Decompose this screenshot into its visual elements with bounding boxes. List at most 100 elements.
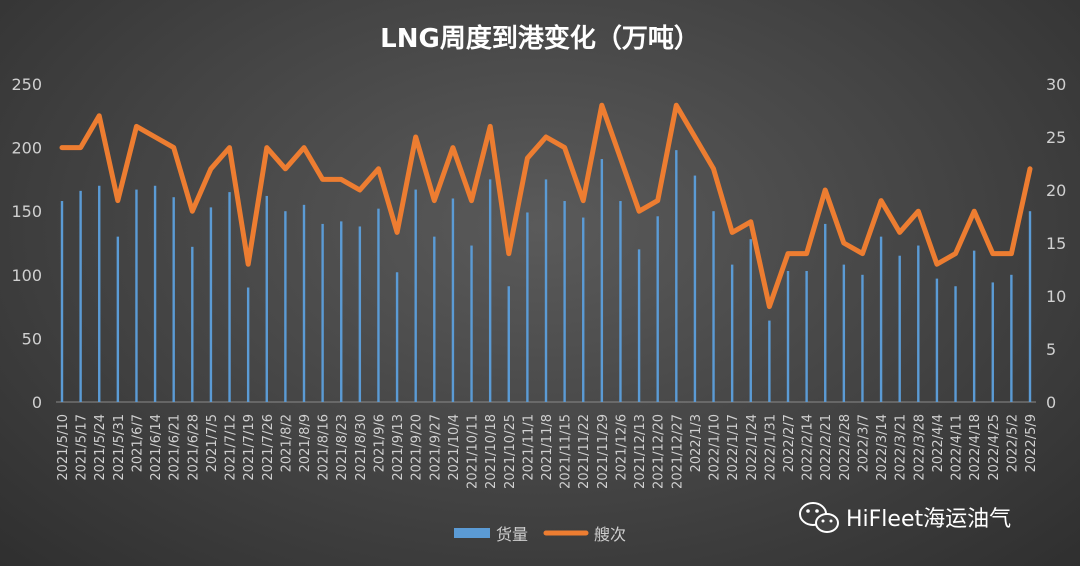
- x-tick-label: 2021/10/18: [484, 414, 499, 489]
- x-tick-label: 2022/1/31: [763, 414, 778, 481]
- bar: [116, 236, 120, 402]
- x-tick-label: 2021/8/9: [298, 414, 313, 472]
- y-left-tick-label: 250: [11, 75, 42, 94]
- bar: [675, 150, 678, 402]
- x-tick-label: 2021/7/26: [261, 414, 276, 481]
- bar: [265, 195, 268, 402]
- x-tick-label: 2021/11/22: [577, 414, 592, 489]
- watermark: HiFleet海运油气: [799, 502, 1011, 533]
- x-tick-label: 2021/10/11: [466, 414, 481, 489]
- x-tick-label: 2022/2/21: [819, 414, 834, 481]
- x-tick-label: 2021/6/14: [149, 414, 164, 481]
- bar: [470, 245, 473, 402]
- bar: [302, 204, 306, 402]
- bar: [1028, 211, 1032, 402]
- x-tick-label: 2021/6/21: [168, 414, 183, 481]
- y-right-tick-label: 0: [1046, 393, 1056, 412]
- x-tick-label: 2021/11/29: [596, 414, 611, 489]
- bar: [507, 286, 510, 402]
- x-tick-label: 2021/11/1: [521, 414, 536, 481]
- bar: [1010, 274, 1013, 402]
- x-tick-label: 2022/1/10: [708, 414, 723, 481]
- bar: [693, 175, 697, 402]
- bar: [861, 274, 864, 402]
- bar: [284, 211, 287, 402]
- bar: [321, 223, 324, 402]
- bar: [246, 287, 250, 402]
- bar: [414, 189, 417, 402]
- y-right-tick-label: 5: [1046, 340, 1056, 359]
- x-tick-label: 2021/12/6: [614, 414, 629, 481]
- y-right-tick-label: 10: [1046, 287, 1066, 306]
- x-tick-label: 2022/4/11: [950, 414, 965, 481]
- y-left-tick-label: 0: [32, 393, 42, 412]
- line-series: [59, 102, 1033, 310]
- y-right-tick-label: 15: [1046, 234, 1066, 253]
- legend: 货量 艘次: [454, 525, 626, 544]
- bar: [824, 223, 827, 402]
- bar: [191, 246, 194, 402]
- y-left-tick-label: 100: [11, 266, 42, 285]
- x-axis: 2021/5/10 2021/5/17 2021/5/24 2021/5/31 2021…: [56, 401, 1039, 489]
- legend-swatch-bar: [454, 528, 490, 538]
- x-tick-label: 2022/3/14: [875, 414, 890, 481]
- bar: [228, 192, 231, 402]
- bar: [544, 179, 548, 402]
- bar: [954, 286, 957, 402]
- bar: [972, 250, 976, 402]
- x-tick-label: 2021/7/12: [224, 414, 239, 481]
- bar: [619, 201, 622, 402]
- x-tick-label: 2021/8/16: [317, 414, 332, 481]
- bar: [786, 270, 790, 402]
- x-tick-label: 2021/5/17: [75, 414, 90, 481]
- x-tick-label: 2022/2/28: [838, 414, 853, 481]
- x-tick-label: 2021/11/15: [559, 414, 574, 489]
- bar: [526, 212, 529, 402]
- bar: [135, 189, 138, 402]
- x-tick-label: 2022/1/3: [689, 414, 704, 472]
- bar: [917, 245, 920, 402]
- series-line: [59, 102, 1033, 310]
- x-tick-label: 2021/6/28: [186, 414, 201, 481]
- bar: [358, 226, 362, 402]
- y-right-tick-label: 30: [1046, 75, 1066, 94]
- bar: [749, 239, 752, 402]
- y-left-tick-label: 150: [11, 202, 42, 221]
- x-tick-label: 2021/9/13: [391, 414, 406, 481]
- x-tick-label: 2022/1/24: [745, 414, 760, 481]
- legend-label-line: 艘次: [594, 525, 626, 544]
- x-tick-label: 2022/5/9: [1024, 414, 1039, 472]
- x-tick-label: 2021/8/2: [279, 414, 294, 472]
- x-tick-label: 2021/7/5: [205, 414, 220, 472]
- bar: [935, 278, 939, 402]
- chart-title: LNG周度到港变化（万吨）: [380, 23, 700, 54]
- x-tick-label: 2021/12/27: [670, 414, 685, 489]
- x-tick-label: 2022/4/4: [931, 414, 946, 472]
- x-tick-label: 2021/5/24: [93, 414, 108, 481]
- bar: [153, 185, 157, 402]
- bar: [879, 236, 883, 402]
- x-tick-label: 2021/10/4: [447, 414, 462, 481]
- bar: [172, 197, 175, 402]
- bar: [582, 217, 585, 402]
- bar: [451, 198, 455, 402]
- bar: [730, 264, 734, 402]
- x-tick-label: 2021/11/8: [540, 414, 555, 481]
- bar: [805, 270, 808, 402]
- x-tick-label: 2021/9/20: [410, 414, 425, 481]
- bar: [563, 201, 566, 402]
- x-tick-label: 2022/4/18: [968, 414, 983, 481]
- x-tick-label: 2022/1/17: [726, 414, 741, 481]
- x-tick-label: 2021/10/25: [503, 414, 518, 489]
- bar: [433, 236, 436, 402]
- x-tick-label: 2021/8/30: [354, 414, 369, 481]
- x-tick-label: 2021/12/20: [652, 414, 667, 489]
- bar: [340, 221, 343, 402]
- bar: [768, 320, 771, 402]
- watermark-text: HiFleet海运油气: [846, 507, 1011, 532]
- left-y-axis: 0 50 100 150 200 250: [11, 75, 42, 412]
- x-tick-label: 2022/4/25: [987, 414, 1002, 481]
- x-tick-label: 2021/9/6: [372, 414, 387, 472]
- x-tick-label: 2021/8/23: [335, 414, 350, 481]
